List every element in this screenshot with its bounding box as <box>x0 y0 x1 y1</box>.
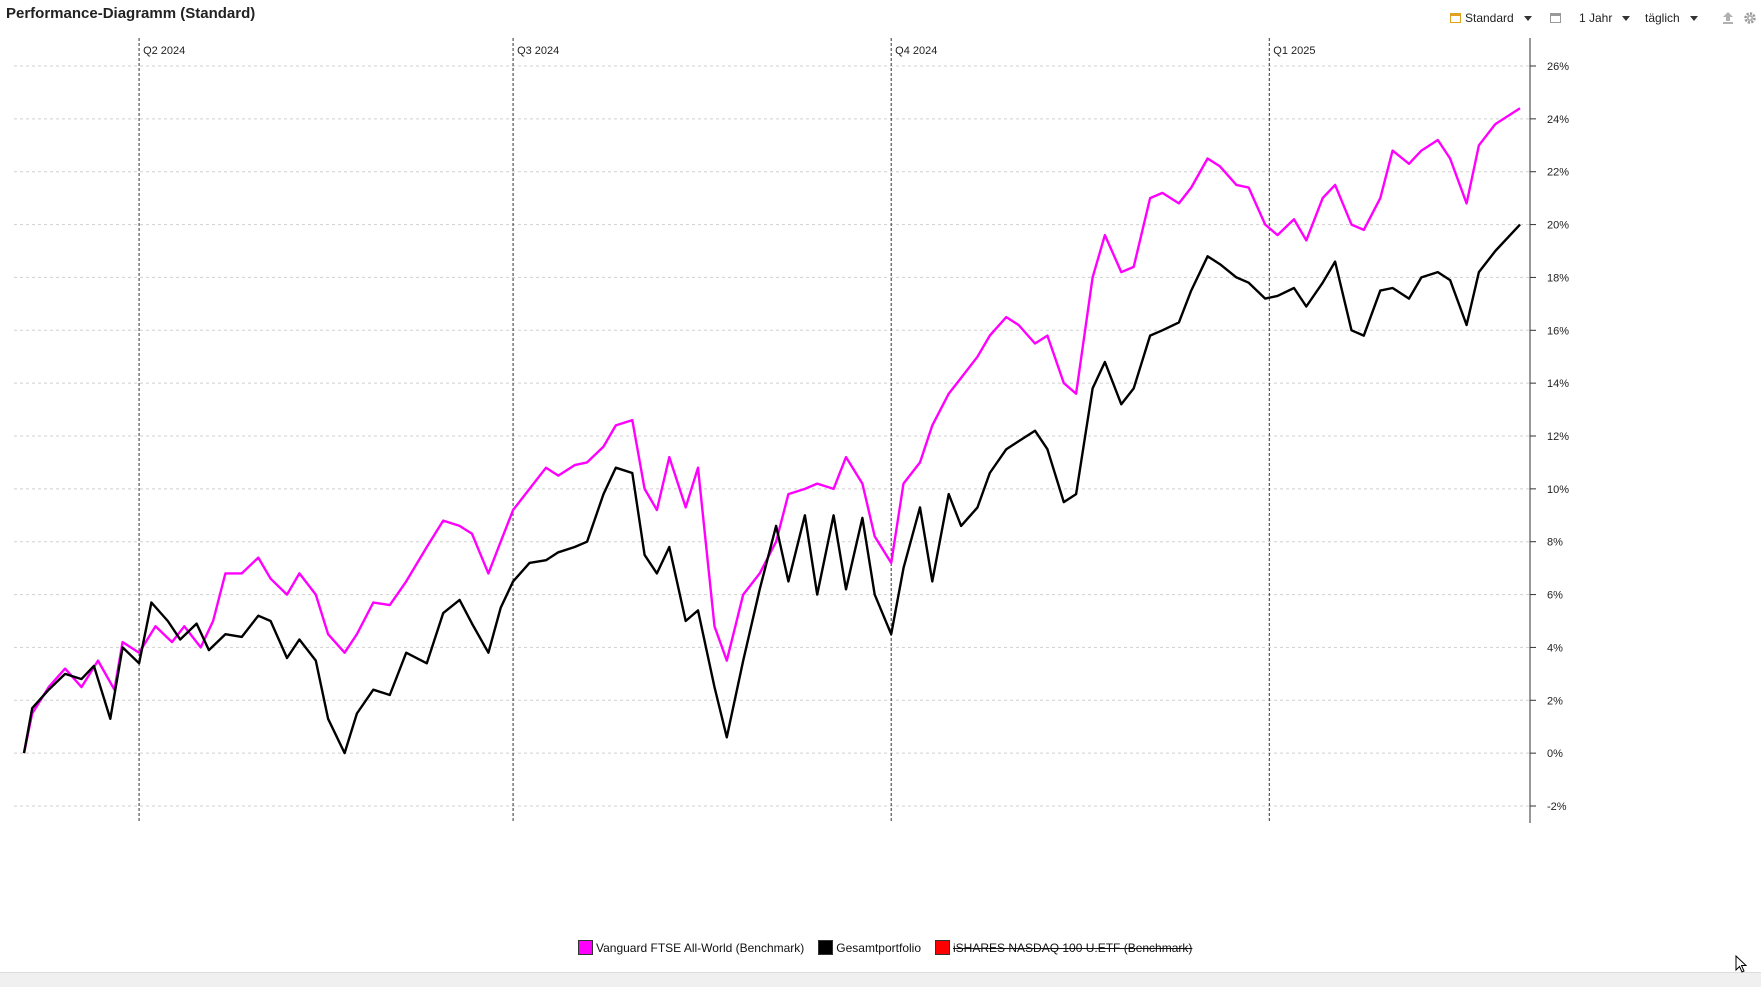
y-tick-label: 6% <box>1547 590 1563 602</box>
gear-icon <box>1744 12 1756 24</box>
calendar-icon <box>1450 13 1461 23</box>
period-dropdown-label: 1 Jahr <box>1579 11 1613 25</box>
y-tick-label: 18% <box>1547 272 1569 284</box>
legend-item-vanguard[interactable]: Vanguard FTSE All-World (Benchmark) <box>578 940 804 955</box>
legend-item-gesamtportfolio[interactable]: Gesamtportfolio <box>818 940 921 955</box>
series-line <box>22 223 1521 755</box>
chevron-down-icon <box>1622 15 1631 21</box>
y-tick-label: 12% <box>1547 431 1569 443</box>
view-dropdown[interactable]: Standard <box>1450 8 1532 28</box>
legend-item-nasdaq[interactable]: iSHARES NASDAQ 100 U.ETF (Benchmark) <box>935 940 1192 955</box>
quarter-label: Q4 2024 <box>895 45 937 57</box>
y-tick-label: 8% <box>1547 537 1563 549</box>
y-tick-label: 14% <box>1547 378 1569 390</box>
y-tick-label: 2% <box>1547 695 1563 707</box>
legend-swatch <box>578 940 593 955</box>
chevron-down-icon <box>1689 15 1698 21</box>
y-tick-label: 24% <box>1547 114 1569 126</box>
legend-label: iSHARES NASDAQ 100 U.ETF (Benchmark) <box>953 940 1193 955</box>
chart-legend: Vanguard FTSE All-World (Benchmark) Gesa… <box>578 940 1192 955</box>
upload-icon <box>1723 12 1733 24</box>
quarter-label: Q3 2024 <box>517 45 559 57</box>
legend-label: Vanguard FTSE All-World (Benchmark) <box>596 940 805 955</box>
legend-label: Gesamtportfolio <box>836 940 921 955</box>
quarter-label: Q2 2024 <box>143 45 185 57</box>
calendar-range-icon <box>1550 13 1561 23</box>
y-tick-label: 26% <box>1547 61 1569 73</box>
interval-dropdown-label: täglich <box>1645 11 1680 25</box>
y-tick-label: 22% <box>1547 167 1569 179</box>
y-tick-label: 20% <box>1547 220 1569 232</box>
interval-dropdown[interactable]: täglich <box>1645 8 1698 28</box>
legend-swatch <box>935 940 950 955</box>
mouse-cursor-icon <box>1735 955 1747 973</box>
y-tick-label: 4% <box>1547 642 1563 654</box>
y-tick-label: 0% <box>1547 748 1563 760</box>
quarter-label: Q1 2025 <box>1273 45 1315 57</box>
performance-chart: -2% 0% 2% 4% 6% 8% 10% 12% 14% 16% 18% 20% 22% 24% 26%… <box>14 38 1569 823</box>
period-dropdown[interactable]: 1 Jahr <box>1550 8 1631 28</box>
page-title: Performance-Diagramm (Standard) <box>6 5 256 22</box>
series-line <box>22 107 1521 754</box>
chevron-down-icon <box>1523 15 1532 21</box>
settings-button[interactable] <box>1743 8 1757 28</box>
legend-swatch <box>818 940 834 955</box>
view-dropdown-label: Standard <box>1465 11 1514 25</box>
y-tick-label: -2% <box>1547 801 1567 813</box>
y-tick-label: 10% <box>1547 484 1569 496</box>
y-tick-label: 16% <box>1547 325 1569 337</box>
export-button[interactable] <box>1722 8 1734 28</box>
status-bar <box>0 972 1761 987</box>
